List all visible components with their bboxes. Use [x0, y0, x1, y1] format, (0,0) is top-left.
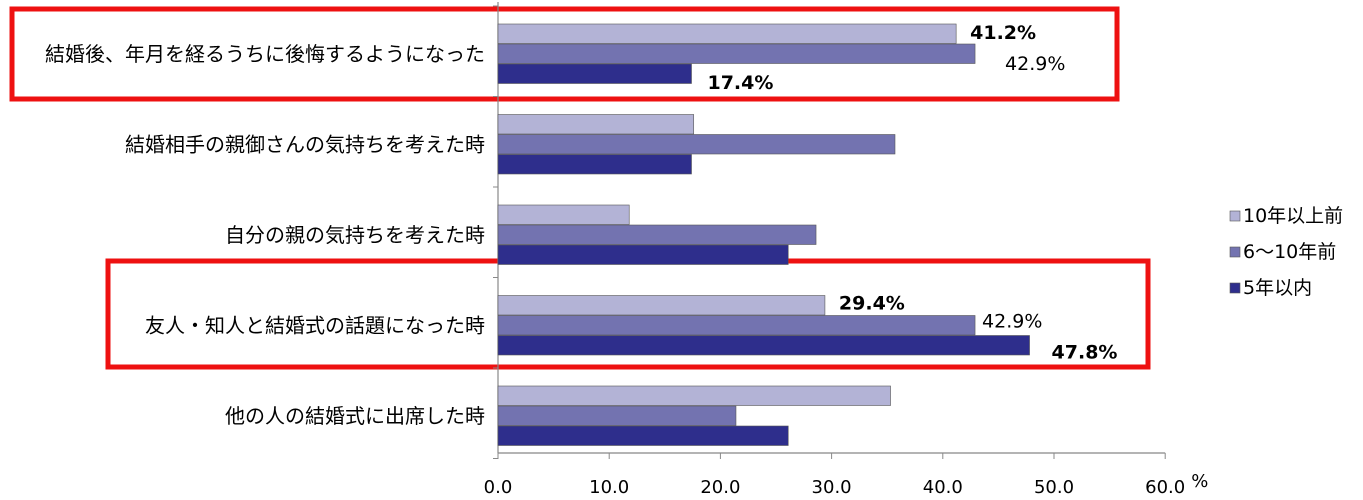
bar-series-2-category-3: [497, 335, 1030, 356]
bar-series-1-category-2: [497, 224, 817, 245]
bar-series-0-category-4: [497, 385, 891, 406]
highlight-box-0: [9, 6, 1120, 102]
bar-series-0-category-2: [497, 204, 630, 225]
bar-series-2-category-1: [497, 154, 692, 175]
bar-series-2-category-2: [497, 244, 789, 265]
x-tick-label: 0.0: [484, 477, 513, 498]
bar-series-1-category-0: [497, 43, 976, 64]
data-label: 42.9%: [982, 310, 1042, 332]
legend-swatch: [1229, 246, 1241, 258]
x-tick-label: 10.0: [589, 477, 629, 498]
category-label: 自分の親の気持ちを考えた時: [225, 223, 485, 247]
x-axis-unit: %: [1191, 471, 1208, 492]
data-label: 29.4%: [839, 292, 905, 314]
bar-series-0-category-0: [497, 23, 957, 44]
x-tick-label: 30.0: [812, 477, 852, 498]
legend-label: 5年以内: [1243, 277, 1312, 299]
category-label: 結婚相手の親御さんの気持ちを考えた時: [125, 133, 485, 157]
legend-swatch: [1229, 282, 1241, 294]
bar-series-1-category-3: [497, 315, 976, 336]
x-tick-label: 40.0: [923, 477, 963, 498]
legend-label: 10年以上前: [1243, 205, 1343, 227]
x-tick-label: 60.0: [1145, 477, 1185, 498]
bar-series-2-category-4: [497, 425, 789, 446]
data-label: 47.8%: [1052, 341, 1118, 363]
bar-series-0-category-1: [497, 114, 695, 135]
category-label: 他の人の結婚式に出席した時: [225, 404, 485, 428]
bar-series-0-category-3: [497, 295, 826, 316]
legend-swatch: [1229, 210, 1241, 222]
bar-series-2-category-0: [497, 63, 692, 84]
x-tick-label: 20.0: [700, 477, 740, 498]
category-label: 結婚後、年月を経るうちに後悔するようになった: [45, 42, 485, 66]
bar-series-1-category-1: [497, 134, 896, 155]
legend-label: 6〜10年前: [1243, 241, 1336, 263]
category-label: 友人・知人と結婚式の話題になった時: [145, 314, 485, 338]
data-label: 17.4%: [707, 72, 773, 94]
data-label: 42.9%: [1005, 53, 1065, 75]
data-label: 41.2%: [970, 22, 1036, 44]
x-tick-label: 50.0: [1034, 477, 1074, 498]
bar-series-1-category-4: [497, 405, 737, 426]
